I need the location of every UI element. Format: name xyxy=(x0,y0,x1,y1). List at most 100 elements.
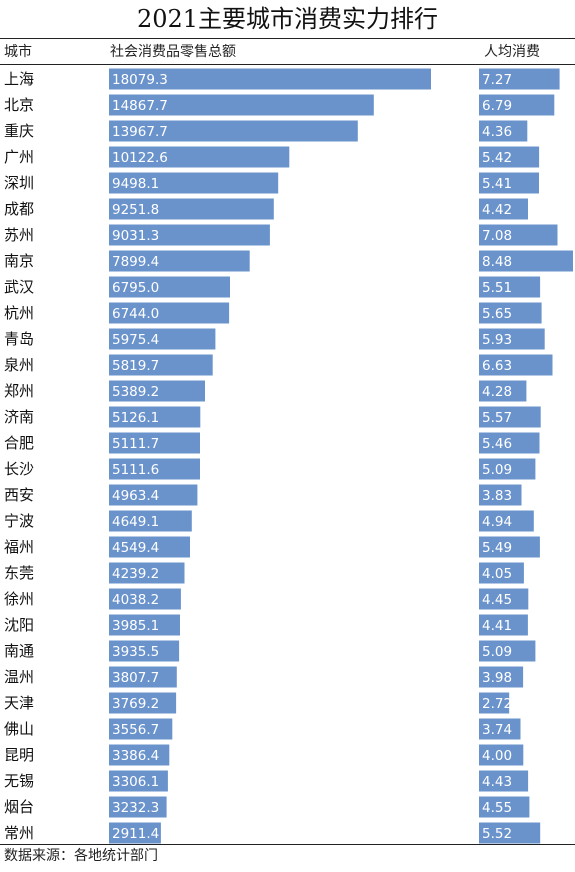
city-label: 南通 xyxy=(4,642,34,660)
per-capita-value-label: 7.27 xyxy=(482,72,512,88)
city-label: 徐州 xyxy=(4,590,34,608)
per-capita-bar xyxy=(479,354,553,376)
retail-bar xyxy=(109,614,180,636)
per-capita-bar xyxy=(479,822,541,844)
per-capita-bar xyxy=(479,640,536,662)
per-capita-bar xyxy=(479,796,530,818)
per-capita-value-label: 8.48 xyxy=(482,254,512,270)
city-label: 福州 xyxy=(4,538,34,556)
city-label: 南京 xyxy=(4,252,34,270)
per-capita-value-label: 4.55 xyxy=(482,800,512,816)
per-capita-value-label: 5.49 xyxy=(482,540,512,556)
city-label: 武汉 xyxy=(4,278,34,296)
retail-value-label: 3769.2 xyxy=(112,696,159,712)
per-capita-value-label: 5.46 xyxy=(482,436,512,452)
per-capita-bar xyxy=(479,224,558,246)
retail-value-label: 4549.4 xyxy=(112,540,159,556)
per-capita-bar xyxy=(479,692,510,714)
per-capita-value-label: 5.51 xyxy=(482,280,512,296)
per-capita-value-label: 4.00 xyxy=(482,748,512,764)
retail-bar xyxy=(109,510,192,532)
per-capita-value-label: 5.52 xyxy=(482,826,512,842)
retail-bar xyxy=(109,744,170,766)
city-label: 天津 xyxy=(4,694,34,712)
per-capita-bar xyxy=(479,432,540,454)
table-bottom-rule xyxy=(0,844,575,845)
city-label: 泉州 xyxy=(4,356,34,374)
per-capita-bar xyxy=(479,146,540,168)
city-label: 成都 xyxy=(4,200,34,218)
retail-value-label: 4649.1 xyxy=(112,514,159,530)
per-capita-value-label: 7.08 xyxy=(482,228,512,244)
city-label: 烟台 xyxy=(4,798,34,816)
per-capita-bar xyxy=(479,614,528,636)
city-label: 佛山 xyxy=(4,720,34,738)
retail-value-label: 4239.2 xyxy=(112,566,159,582)
city-label: 郑州 xyxy=(4,382,34,400)
source-note: 数据来源：各地统计部门 xyxy=(4,848,158,864)
retail-value-label: 3807.7 xyxy=(112,670,159,686)
retail-bar xyxy=(109,120,358,142)
retail-value-label: 3386.4 xyxy=(112,748,159,764)
per-capita-value-label: 4.05 xyxy=(482,566,512,582)
city-label: 长沙 xyxy=(4,460,34,478)
retail-bar xyxy=(109,666,177,688)
per-capita-bar xyxy=(479,770,529,792)
per-capita-bar xyxy=(479,250,573,272)
header-city: 城市 xyxy=(4,44,32,60)
retail-bar xyxy=(109,302,230,324)
city-label: 济南 xyxy=(4,408,34,426)
per-capita-value-label: 5.09 xyxy=(482,644,512,660)
city-label: 常州 xyxy=(4,824,34,842)
per-capita-value-label: 3.98 xyxy=(482,670,512,686)
per-capita-bar xyxy=(479,510,534,532)
retail-bar xyxy=(109,458,200,480)
per-capita-value-label: 4.94 xyxy=(482,514,512,530)
bar-chart: 上海 18079.3 7.27 北京 14867.7 6.79 重庆 13967.7 4.36 广… xyxy=(4,68,573,844)
per-capita-bar xyxy=(479,276,541,298)
per-capita-bar xyxy=(479,328,545,350)
retail-value-label: 7899.4 xyxy=(112,254,159,270)
retail-bar xyxy=(109,692,177,714)
city-label: 杭州 xyxy=(4,304,34,322)
retail-value-label: 5389.2 xyxy=(112,384,159,400)
per-capita-value-label: 5.42 xyxy=(482,150,512,166)
retail-value-label: 9251.8 xyxy=(112,202,159,218)
per-capita-bar xyxy=(479,94,555,116)
per-capita-value-label: 5.93 xyxy=(482,332,512,348)
retail-bar xyxy=(109,354,213,376)
retail-value-label: 9031.3 xyxy=(112,228,159,244)
city-label: 宁波 xyxy=(4,512,34,530)
per-capita-value-label: 5.57 xyxy=(482,410,512,426)
retail-value-label: 3985.1 xyxy=(112,618,159,634)
per-capita-value-label: 2.72 xyxy=(482,696,512,712)
retail-value-label: 5126.1 xyxy=(112,410,159,426)
retail-value-label: 10122.6 xyxy=(112,150,168,166)
per-capita-value-label: 4.36 xyxy=(482,124,512,140)
retail-value-label: 3306.1 xyxy=(112,774,159,790)
retail-value-label: 4038.2 xyxy=(112,592,159,608)
per-capita-bar xyxy=(479,406,541,428)
retail-bar xyxy=(109,276,230,298)
retail-bar xyxy=(109,588,181,610)
per-capita-value-label: 6.79 xyxy=(482,98,512,114)
per-capita-bar xyxy=(479,536,540,558)
city-label: 北京 xyxy=(4,96,34,114)
retail-value-label: 3232.3 xyxy=(112,800,159,816)
retail-bar xyxy=(109,718,173,740)
city-label: 无锡 xyxy=(4,772,34,790)
header-per-capita: 人均消费 xyxy=(484,44,540,60)
header-top-rule xyxy=(0,38,575,39)
retail-value-label: 6744.0 xyxy=(112,306,159,322)
chart-title: 2021主要城市消费实力排行 xyxy=(136,5,439,33)
per-capita-value-label: 4.42 xyxy=(482,202,512,218)
retail-bar xyxy=(109,536,190,558)
city-label: 合肥 xyxy=(4,434,34,452)
retail-value-label: 5111.7 xyxy=(112,436,159,452)
retail-value-label: 3556.7 xyxy=(112,722,159,738)
retail-value-label: 18079.3 xyxy=(112,72,168,88)
per-capita-value-label: 4.28 xyxy=(482,384,512,400)
per-capita-bar xyxy=(479,302,542,324)
city-label: 昆明 xyxy=(4,746,34,764)
city-label: 温州 xyxy=(4,668,34,686)
